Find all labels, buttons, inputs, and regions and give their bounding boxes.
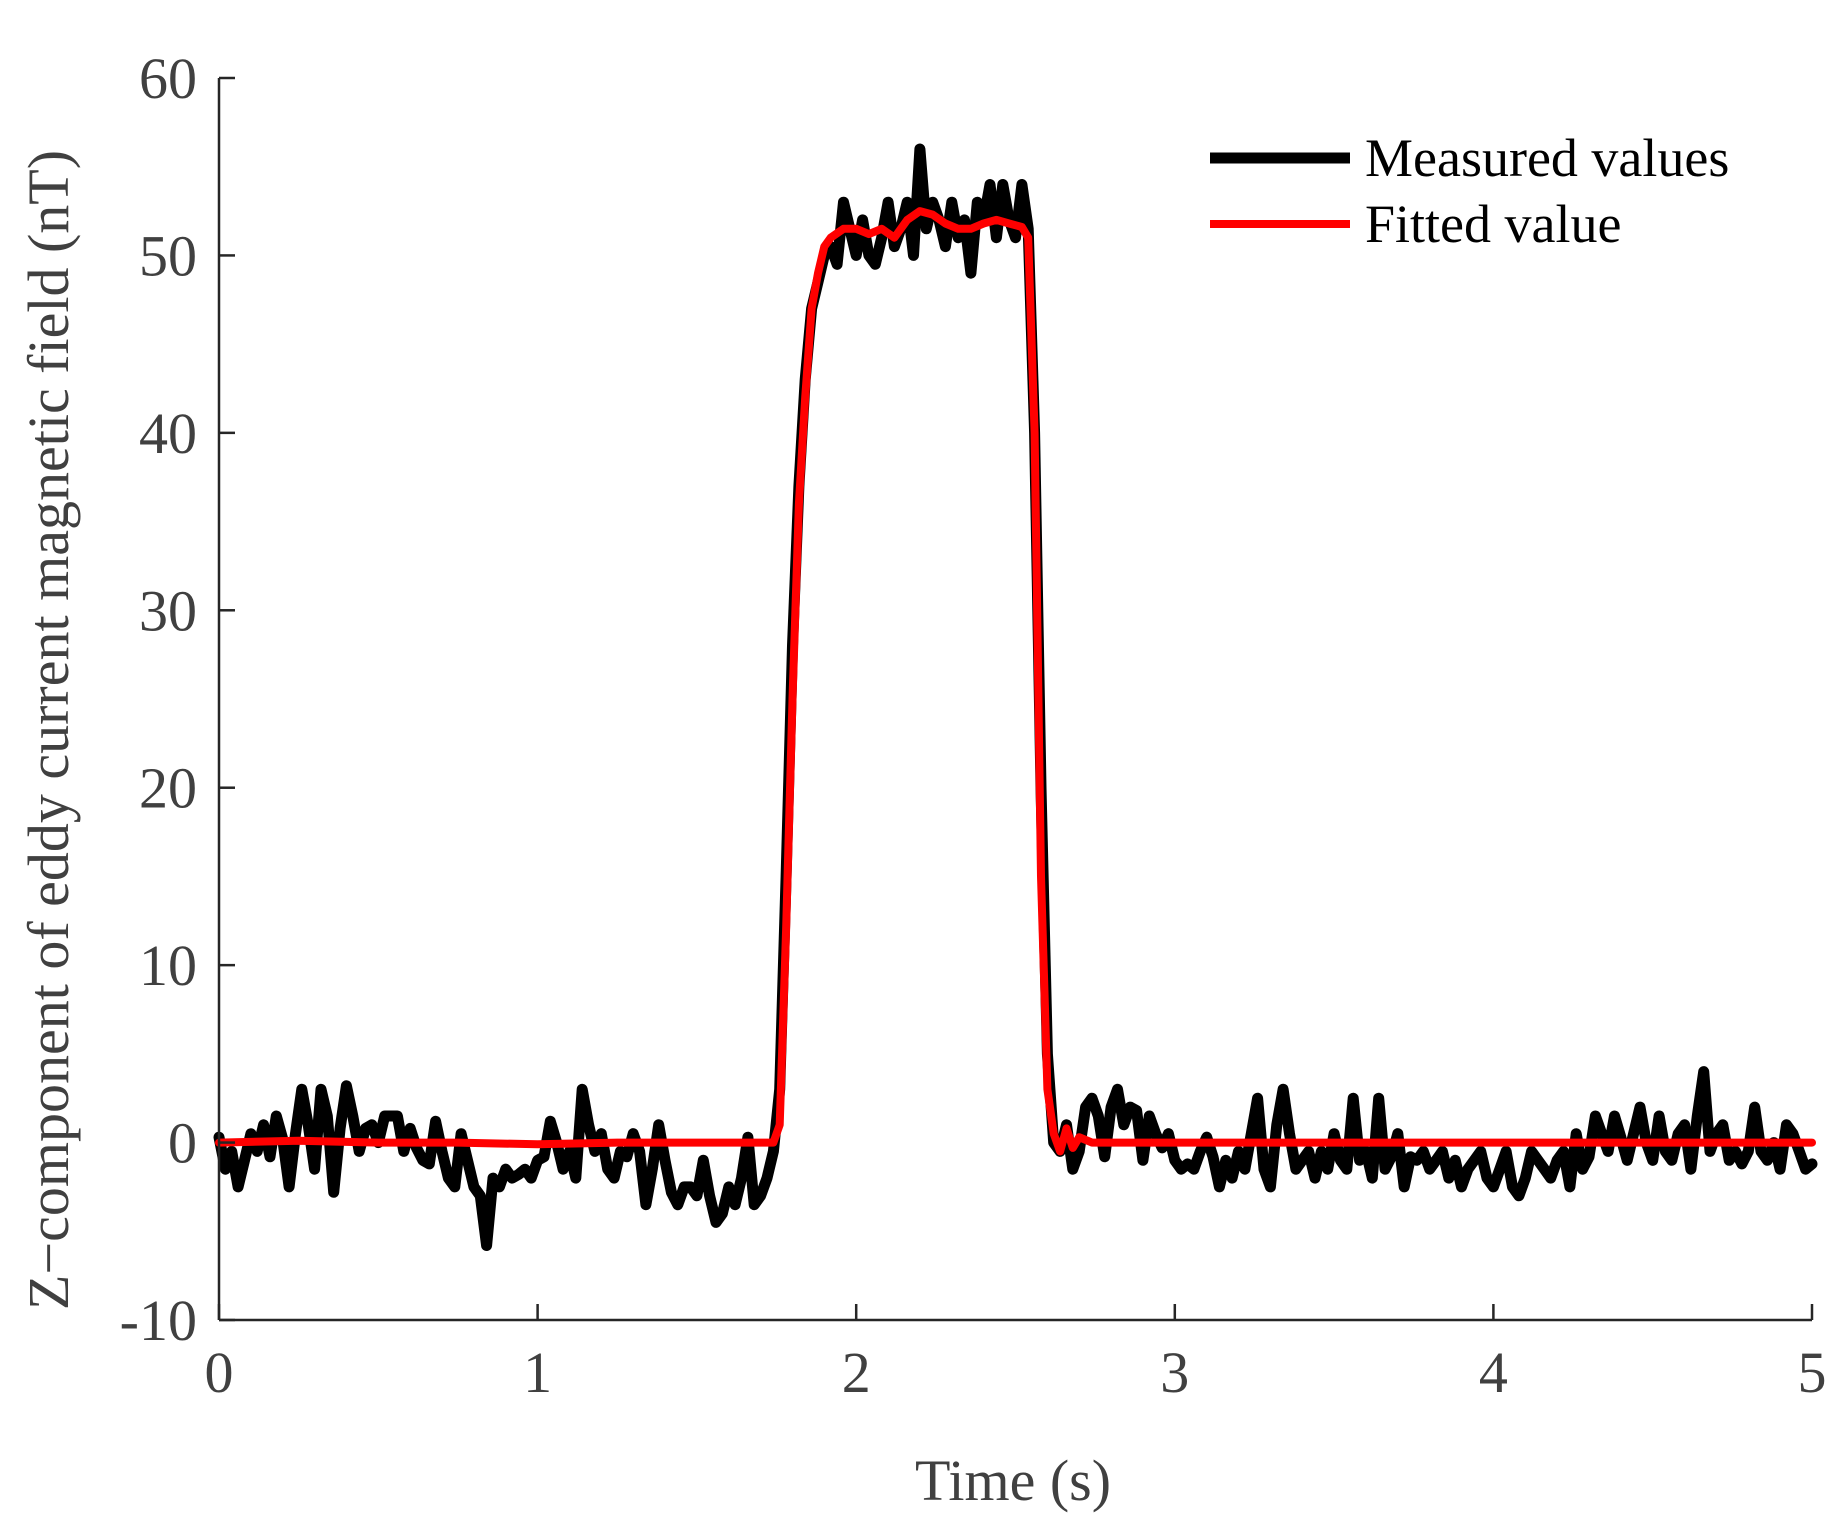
- measured-values-line: [213, 143, 1818, 1251]
- y-tick-label: 40: [139, 401, 197, 466]
- y-tick-label: 60: [139, 46, 197, 111]
- legend-fitted-label: Fitted value: [1365, 194, 1621, 254]
- x-tick-label: 0: [205, 1340, 234, 1405]
- y-tick-label: 50: [139, 223, 197, 288]
- y-tick-label: 30: [139, 578, 197, 643]
- x-tick-label: 5: [1798, 1340, 1827, 1405]
- y-tick-label: 20: [139, 756, 197, 821]
- y-tick-label: 0: [168, 1111, 197, 1176]
- legend-measured-label: Measured values: [1365, 128, 1729, 188]
- x-tick-label: 3: [1160, 1340, 1189, 1405]
- fitted-value-line: [215, 207, 1816, 1156]
- x-axis-title: Time (s): [915, 1448, 1111, 1513]
- y-tick-label: -10: [120, 1288, 197, 1353]
- x-tick-label: 2: [842, 1340, 871, 1405]
- x-tick-label: 1: [523, 1340, 552, 1405]
- y-axis-title: Z−component of eddy current magnetic fie…: [16, 150, 81, 1310]
- axes: [217, 78, 1812, 1322]
- x-tick-label: 4: [1479, 1340, 1508, 1405]
- y-tick-label: 10: [139, 933, 197, 998]
- plot-area: [213, 143, 1818, 1251]
